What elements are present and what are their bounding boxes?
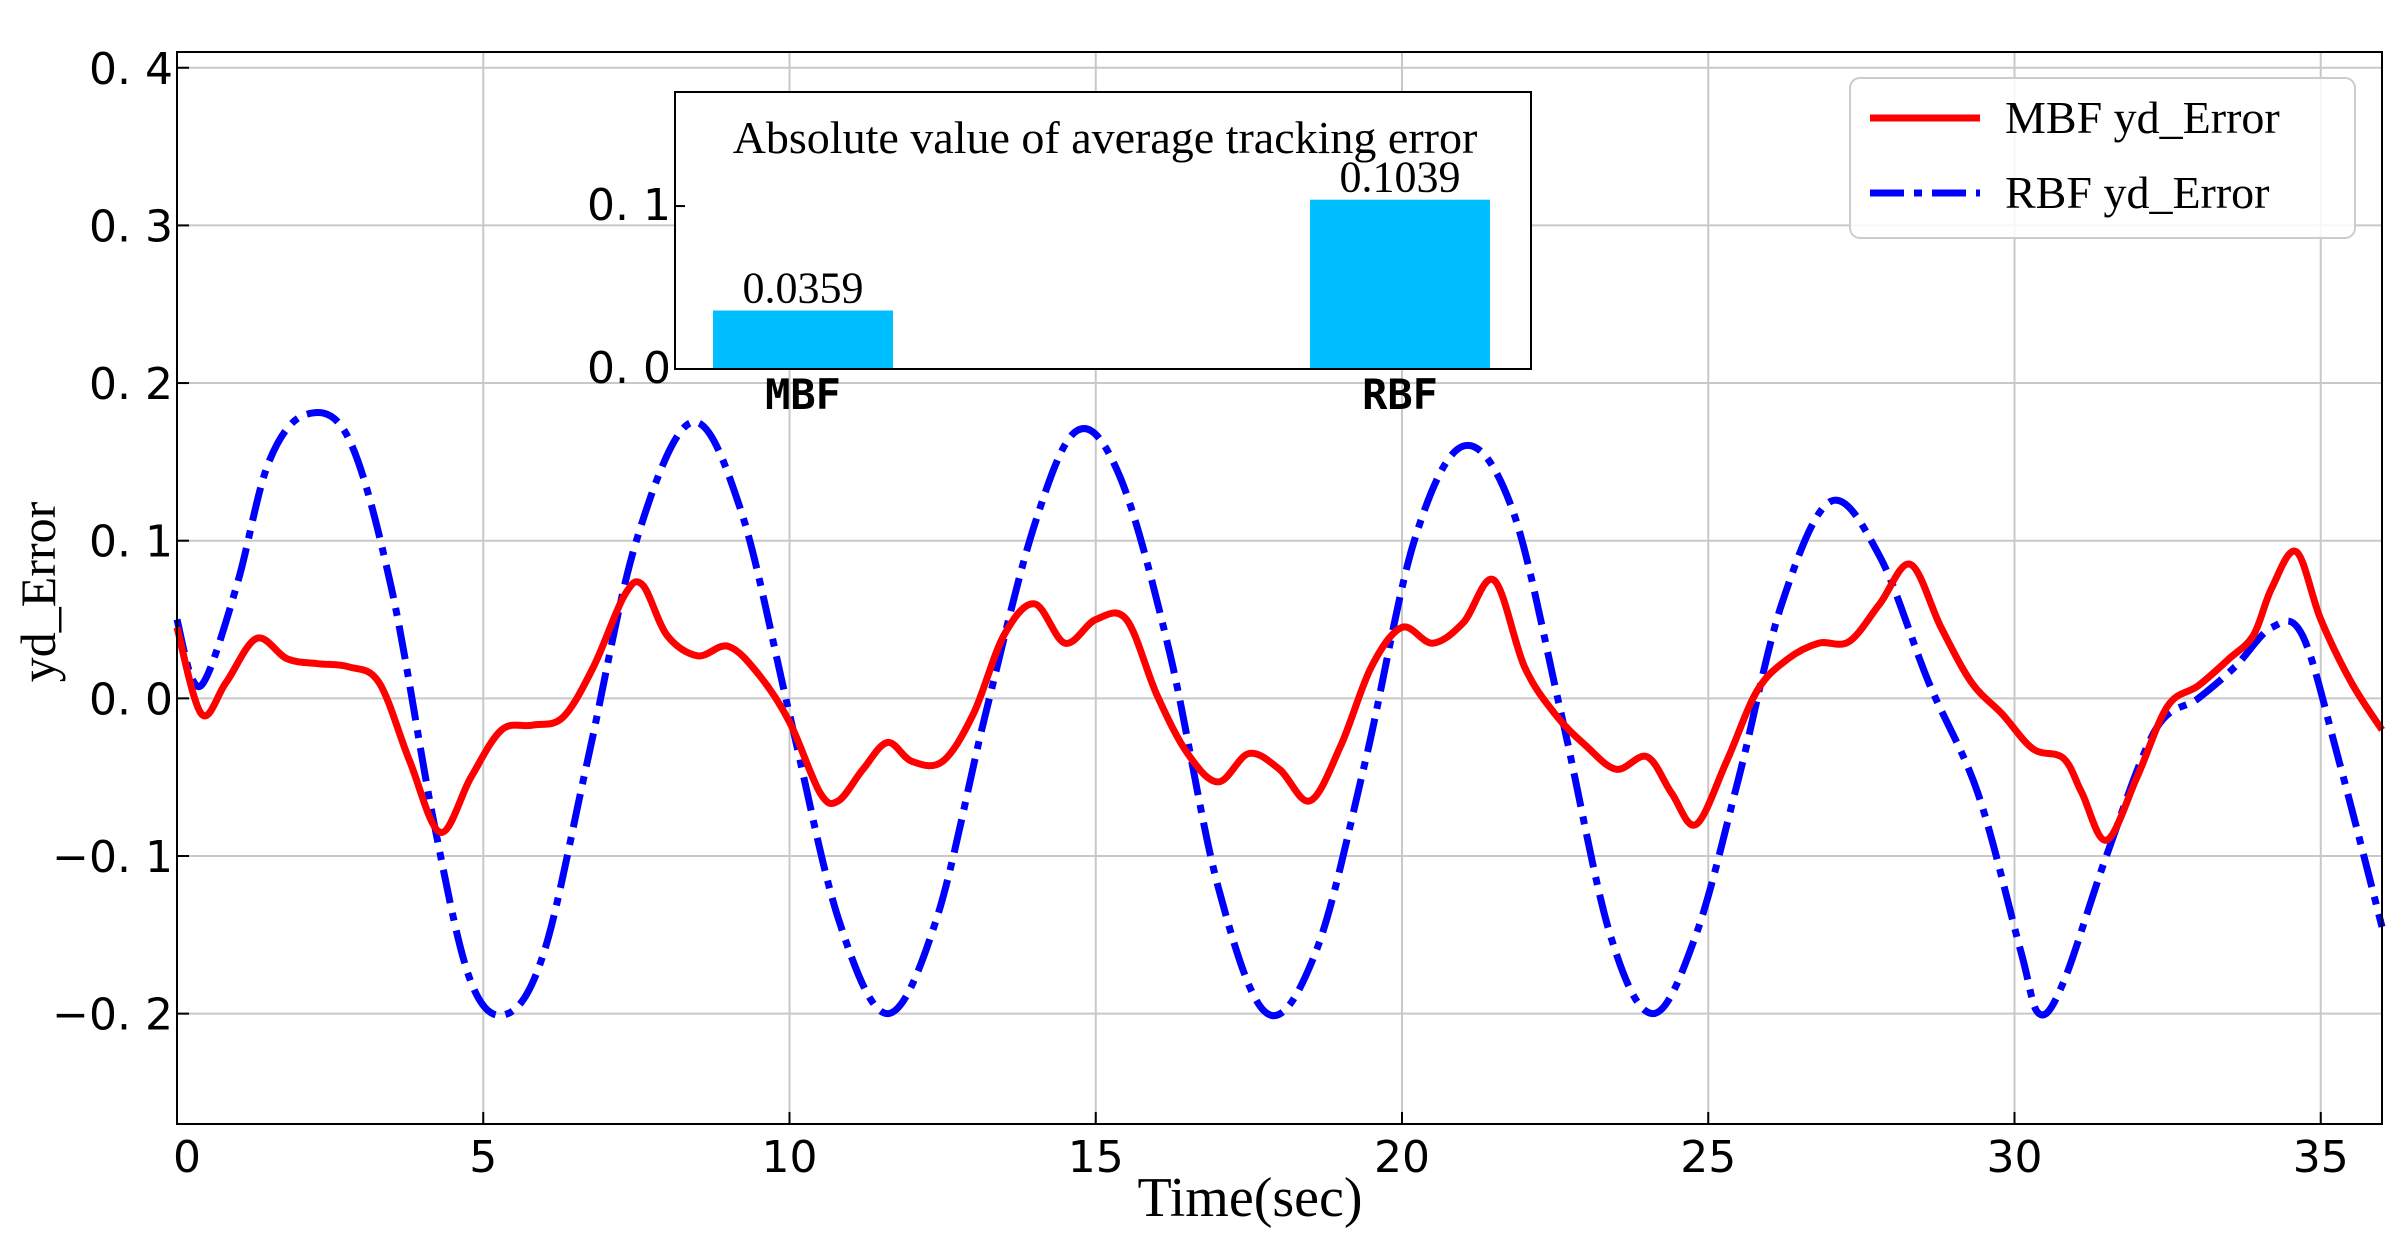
y-axis-label: yd_Error [10,501,66,682]
main-y-axis: −0. 2 −0. 1 0. 0 0. 1 0. 2 0. 3 0. 4 [52,44,189,1041]
x-tick-label: 0 [173,1132,201,1183]
y-tick-label: −0. 2 [52,990,173,1041]
y-tick-label: 0. 1 [89,517,173,568]
x-tick-label: 20 [1374,1132,1430,1183]
x-tick-label: 10 [762,1132,818,1183]
y-tick-label: 0. 0 [89,674,173,725]
x-tick-label: 25 [1680,1132,1736,1183]
inset-frame [674,91,1532,370]
x-tick-label: 5 [469,1132,497,1183]
legend-label-rbf: RBF yd_Error [2005,167,2270,218]
x-tick-label: 15 [1068,1132,1124,1183]
inset-bar-value-label: 0.1039 [1340,153,1461,202]
inset-bar-mbf [713,310,893,369]
inset-category-label: RBF [1362,370,1438,419]
y-tick-label: 0. 2 [89,359,173,410]
inset-x-axis: MBF RBF [765,370,1438,419]
inset-bar-value-label: 0.0359 [743,264,864,313]
inset-y-axis: 0. 0 0. 1 [587,180,685,394]
legend-label-mbf: MBF yd_Error [2005,92,2280,143]
y-tick-label: −0. 1 [52,832,173,883]
x-axis-label: Time(sec) [1137,1167,1362,1229]
x-tick-label: 30 [1987,1132,2043,1183]
inset-bar-chart: 0.0359 0.1039 Absolute value of average t… [587,91,1532,419]
main-series-layer [173,409,2386,1019]
inset-bars: 0.0359 0.1039 [713,153,1490,369]
series-line-rbf [173,409,2386,1019]
series-line-mbf [173,547,2385,844]
main-plot-frame [176,51,2383,1125]
inset-y-tick-label: 0. 1 [587,180,671,231]
legend: MBF yd_Error RBF yd_Error [1849,77,2356,239]
y-tick-label: 0. 4 [89,44,173,95]
inset-y-tick-label: 0. 0 [587,343,671,394]
inset-title: Absolute value of average tracking error [733,112,1478,163]
y-tick-label: 0. 3 [89,201,173,252]
inset-category-label: MBF [765,370,841,419]
main-x-axis: 0 5 10 15 20 25 30 35 [173,1112,2349,1183]
x-tick-label: 35 [2293,1132,2349,1183]
inset-bar-rbf [1310,199,1490,369]
